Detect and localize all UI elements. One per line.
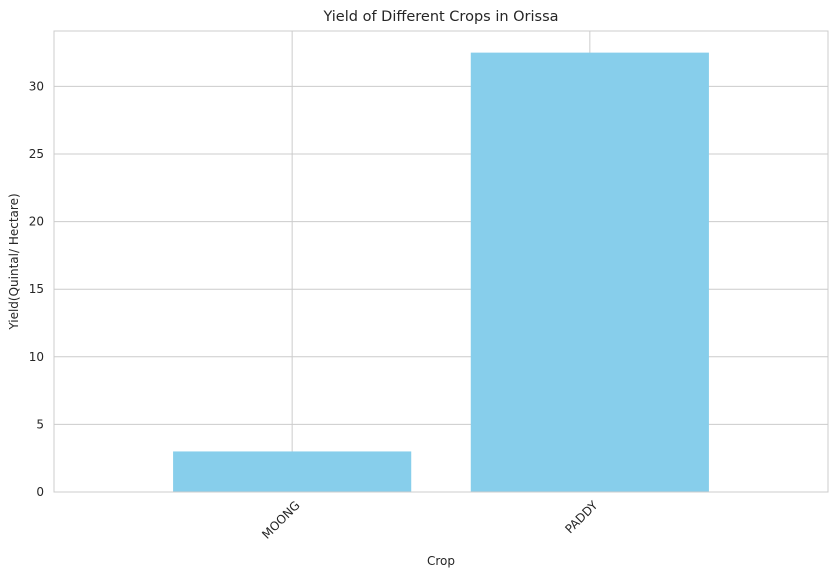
x-tick-label: PADDY [562,498,601,537]
y-tick-label: 20 [29,215,44,229]
bar-paddy [470,52,709,493]
bar-moong [173,451,412,492]
y-tick-label: 10 [29,350,44,364]
chart-title: Yield of Different Crops in Orissa [322,9,558,25]
x-tick-label: MOONG [259,498,303,542]
y-tick-labels: 0 5 10 15 20 25 30 [29,79,44,499]
y-axis-label: Yield(Quintal/ Hectare) [7,193,21,330]
y-tick-label: 30 [29,79,44,93]
y-tick-label: 5 [36,417,44,431]
x-axis-label: Crop [427,554,455,568]
x-tick-labels: MOONG PADDY [259,498,601,542]
plot-frame [53,30,829,493]
grid-layer [54,31,828,493]
y-tick-label: 0 [36,485,44,499]
y-tick-label: 25 [29,147,44,161]
y-tick-label: 15 [29,282,44,296]
bar-layer [173,52,709,493]
